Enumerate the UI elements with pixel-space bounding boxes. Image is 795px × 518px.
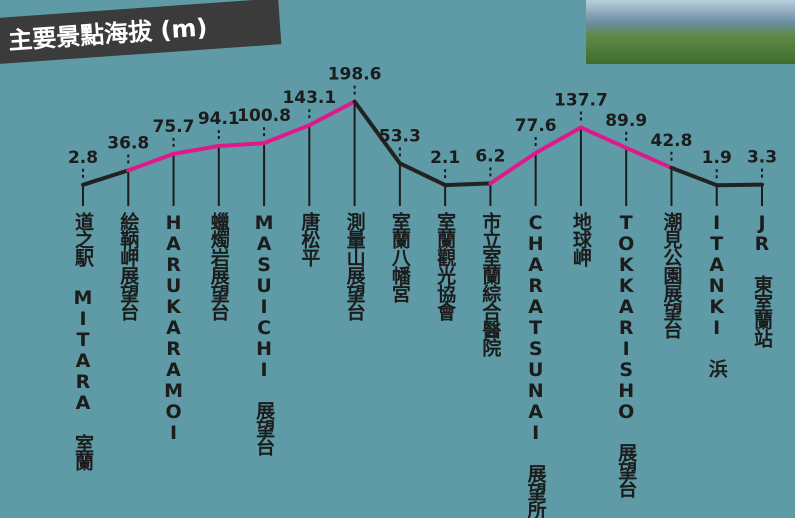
value-label: 94.1 (198, 109, 240, 129)
line-segment (397, 161, 448, 188)
title-banner: 主要景點海拔 (m) (0, 0, 282, 65)
line-segment (307, 99, 357, 128)
value-label: 75.7 (153, 117, 195, 137)
line-segment (488, 151, 538, 186)
category-label: 絵鞆岬展望台 (117, 211, 139, 321)
value-label: 137.7 (554, 90, 608, 110)
banner-bg (0, 0, 282, 65)
category-label: 道之駅 MITARA 室蘭 (72, 211, 95, 472)
line-segment (714, 182, 764, 188)
value-label: 53.3 (379, 126, 421, 146)
line-segment (171, 144, 221, 156)
value-label: 3.3 (747, 148, 777, 168)
value-label: 89.9 (605, 111, 647, 131)
line-segment (216, 141, 267, 149)
value-label: 42.8 (650, 131, 692, 151)
line-segment (262, 123, 312, 146)
value-label: 100.8 (237, 106, 291, 126)
value-label: 143.1 (282, 88, 336, 108)
line-segment (669, 165, 719, 188)
category-label: 測量山展望台 (344, 211, 366, 321)
category-label: 室蘭八幡宮 (389, 211, 411, 304)
category-label: ITANKI 浜 (706, 212, 728, 379)
category-label: HARUKARAMOI (163, 212, 185, 443)
category-label: 地球岬 (570, 211, 592, 267)
line-segment (443, 181, 493, 188)
value-label: 2.8 (68, 148, 98, 168)
value-label: 6.2 (475, 146, 505, 166)
category-label: TOKKARISHO 展望台 (615, 212, 637, 498)
category-label: 市立室蘭綜合醫院 (479, 211, 501, 357)
category-label: CHARATSUNAI 展望所 (525, 212, 547, 518)
photo (586, 0, 795, 64)
line-segment (352, 99, 402, 166)
value-label: 1.9 (702, 148, 732, 168)
line-segment (578, 125, 629, 150)
category-label: 潮見公園展望台 (660, 212, 682, 339)
line-segment (81, 168, 131, 187)
category-label: JR 東室蘭站 (751, 212, 773, 349)
value-label: 2.1 (430, 148, 460, 168)
category-label: 蠟燭岩展望台 (208, 211, 231, 321)
value-label: 36.8 (107, 133, 149, 153)
category-label: 室蘭觀光協會 (434, 211, 457, 322)
value-label: 198.6 (328, 65, 382, 85)
category-label: MASUICHI 展望台 (253, 212, 275, 456)
line-segment (624, 145, 674, 170)
line-segment (126, 151, 176, 173)
category-label: 唐松平 (298, 211, 320, 268)
value-label: 77.6 (515, 116, 557, 136)
line-segment (533, 125, 583, 156)
